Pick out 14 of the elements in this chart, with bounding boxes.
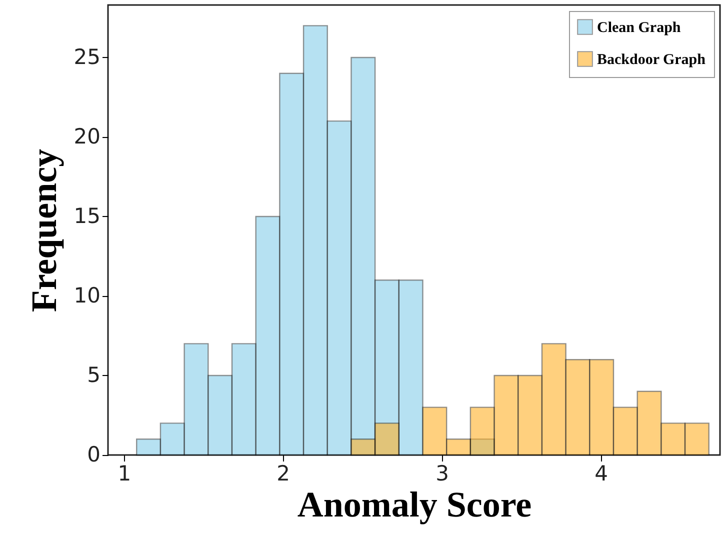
y-tick-label: 15	[74, 204, 100, 228]
x-tick-label: 2	[276, 462, 290, 486]
y-tick-label: 10	[74, 283, 100, 308]
y-tick-label: 0	[87, 442, 100, 466]
y-tick-label: 25	[74, 44, 100, 69]
y-tick-label: 5	[87, 362, 100, 387]
x-axis-title: Anomaly Score	[297, 484, 532, 524]
y-axis-title: Frequency	[24, 148, 64, 312]
x-tick-label: 3	[436, 462, 450, 486]
legend-label: Clean Graph	[597, 20, 682, 36]
y-tick-label: 20	[74, 124, 100, 148]
legend-label: Backdoor Graph	[597, 52, 706, 68]
x-tick-label: 4	[594, 462, 608, 486]
x-tick-label: 1	[118, 462, 132, 486]
